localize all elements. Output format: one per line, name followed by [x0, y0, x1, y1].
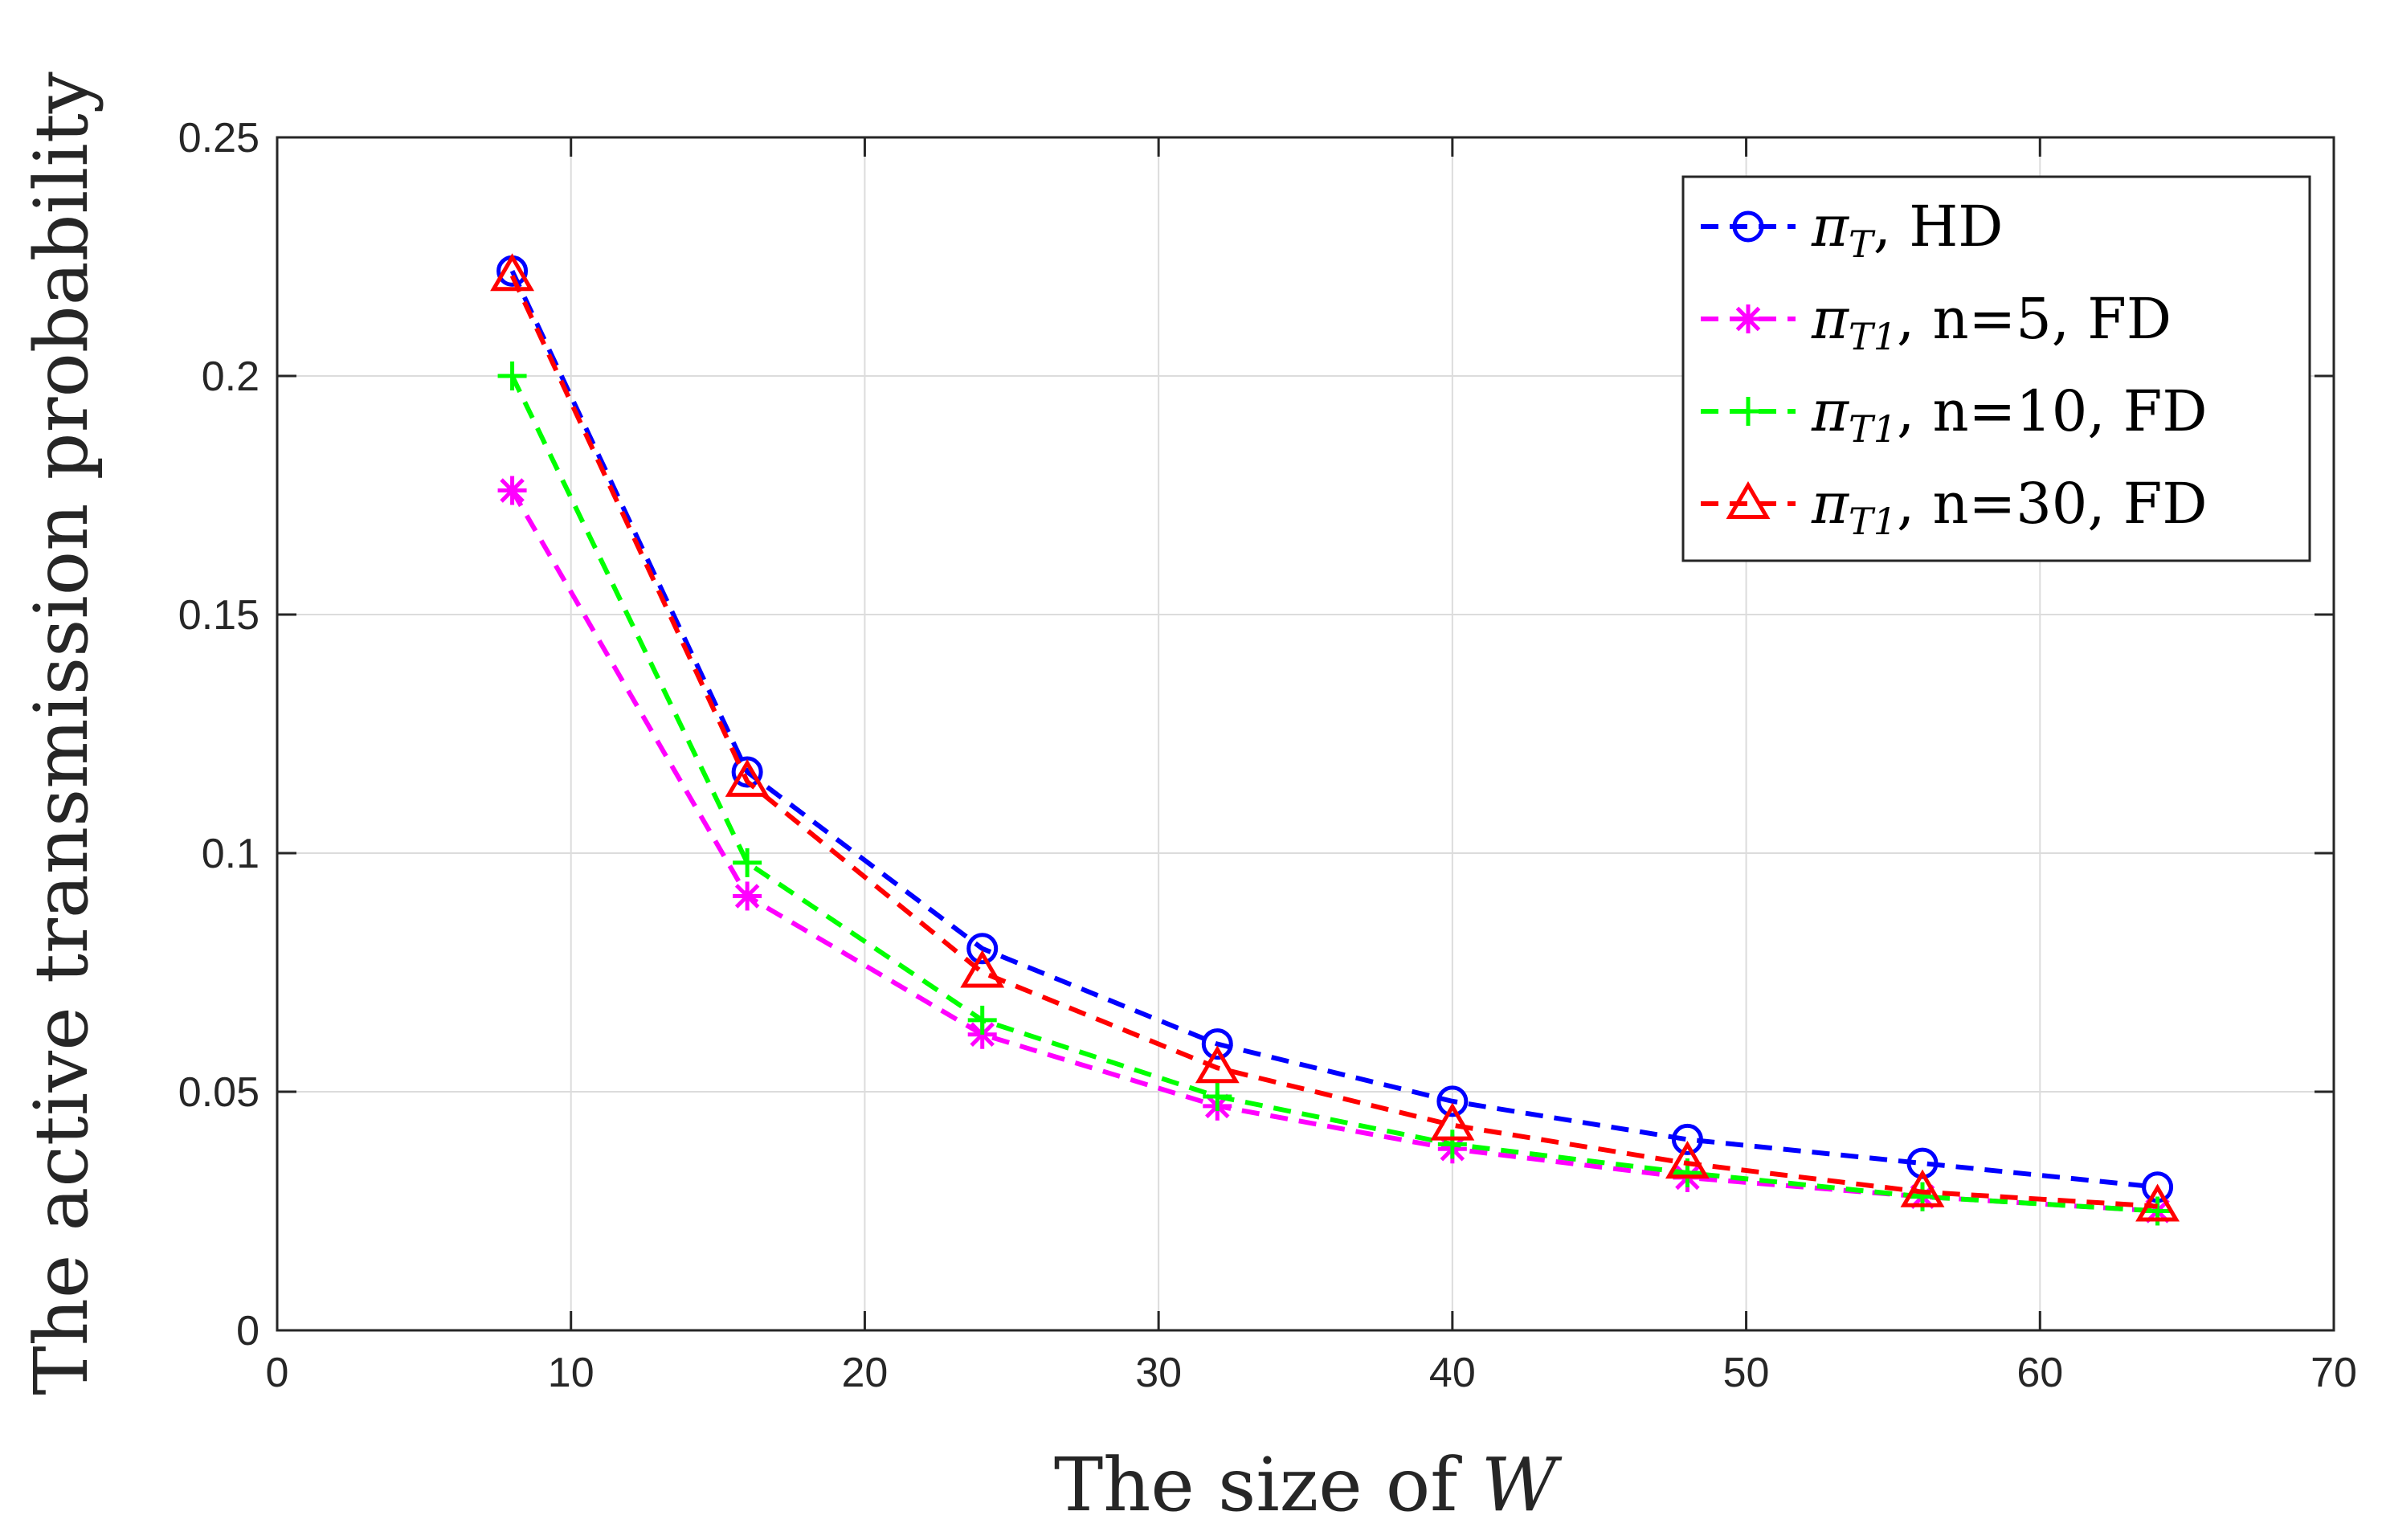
legend-symbol: π — [1811, 471, 1850, 537]
legend-box — [1681, 175, 2311, 562]
y-tick-label: 0.25 — [178, 115, 259, 161]
data-point — [1436, 1085, 1469, 1117]
legend-swatch-marker — [1726, 480, 1771, 519]
legend-label: πT1, n=30, FD — [1811, 471, 2207, 543]
series-3 — [490, 253, 2180, 1222]
y-tick-label: 0.05 — [178, 1069, 259, 1116]
series-line — [509, 374, 2158, 1214]
marker-stroke — [734, 884, 760, 909]
axes-box — [276, 136, 2335, 1332]
series-line — [509, 274, 2158, 1209]
legend-subscript: T1 — [1849, 315, 1897, 358]
data-point — [1437, 1129, 1467, 1159]
y-tick-label: 0.1 — [202, 831, 259, 877]
data-point — [1671, 1123, 1703, 1155]
legend-label: πT, HD — [1811, 194, 2003, 266]
legend-swatch-marker — [1734, 304, 1763, 333]
data-point — [733, 881, 762, 911]
x-tick-label: 50 — [1723, 1350, 1770, 1396]
x-tick-label: 0 — [266, 1350, 289, 1396]
legend-text-rest: , HD — [1873, 194, 2004, 259]
data-point — [1203, 1081, 1232, 1111]
legend-text-rest: , n=10, FD — [1897, 378, 2208, 444]
data-point — [497, 362, 527, 390]
data-point — [966, 933, 999, 965]
y-axis-title: The active transmission probability — [18, 71, 104, 1395]
legend-symbol: π — [1811, 378, 1850, 444]
data-point — [967, 1005, 997, 1035]
legend-item: πT1, n=5, FD — [1701, 286, 2172, 358]
legend-swatch-marker — [1732, 210, 1764, 243]
series-2 — [497, 362, 2172, 1226]
series-layer — [490, 253, 2180, 1226]
data-point — [1900, 1169, 1945, 1207]
legend-item: πT, HD — [1701, 194, 2003, 266]
data-point — [2135, 1183, 2180, 1222]
data-point — [1665, 1141, 1710, 1179]
x-axis-title: The size of W — [1054, 1442, 1563, 1528]
marker-stroke — [500, 478, 525, 503]
x-tick-label: 10 — [548, 1350, 594, 1396]
x-tick-label: 70 — [2310, 1350, 2357, 1396]
data-point — [490, 253, 535, 292]
data-point — [960, 950, 1005, 988]
y-tick-label: 0.15 — [178, 592, 259, 639]
legend-subscript: T1 — [1849, 407, 1897, 451]
data-point — [725, 758, 770, 797]
data-point — [497, 476, 527, 505]
x-tick-label: 40 — [1429, 1350, 1476, 1396]
legend-label: πT1, n=10, FD — [1811, 378, 2207, 451]
data-point — [1195, 1045, 1240, 1084]
y-tick-label: 0 — [236, 1308, 259, 1354]
legend-item: πT1, n=30, FD — [1701, 471, 2207, 543]
legend-text-rest: , n=5, FD — [1897, 286, 2172, 352]
data-point — [731, 756, 763, 788]
legend-item: πT1, n=10, FD — [1701, 378, 2207, 451]
y-tick-label: 0.2 — [202, 353, 259, 400]
series-0 — [496, 255, 2174, 1203]
legend-text-rest: , n=30, FD — [1897, 471, 2208, 537]
x-tick-label: 60 — [2016, 1350, 2063, 1396]
x-tick-label: 20 — [842, 1350, 889, 1396]
legend-label: πT1, n=5, FD — [1811, 286, 2172, 358]
legend-swatch-marker — [1734, 397, 1763, 426]
legend-subscript: T — [1849, 223, 1876, 266]
series-line — [509, 270, 2158, 1190]
legend-subscript: T1 — [1849, 500, 1897, 543]
data-point — [733, 848, 762, 877]
marker-stroke — [1735, 306, 1761, 332]
legend-symbol: π — [1811, 286, 1850, 352]
x-tick-label: 30 — [1135, 1350, 1182, 1396]
legend-symbol: π — [1811, 194, 1850, 259]
axes: 0 10 20 30 40 50 60 70 0 0.05 0.1 0.15 0.2 0.25 — [178, 115, 2357, 1396]
x-axis-title-variable: W — [1481, 1442, 1563, 1528]
data-point — [1430, 1102, 1475, 1141]
x-axis-title-prefix: The size of — [1054, 1442, 1462, 1528]
data-point — [1201, 1028, 1233, 1060]
